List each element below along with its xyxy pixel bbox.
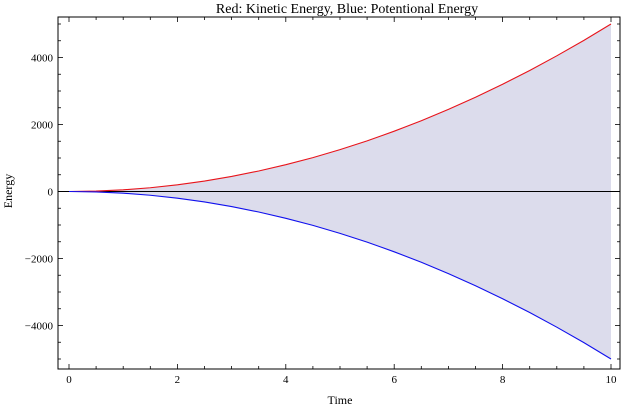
- x-tick-label: 4: [283, 374, 289, 386]
- x-tick-label: 10: [606, 374, 618, 386]
- x-tick-label: 2: [175, 374, 181, 386]
- x-tick-label: 8: [500, 374, 506, 386]
- plot-area: [58, 23, 620, 360]
- axes-frame: 0 2 4 6 8 10 −4000 −2000 0 2000 4000: [25, 16, 621, 386]
- y-tick-label: −4000: [25, 321, 54, 333]
- y-tick-label: −2000: [25, 254, 54, 266]
- x-tick-label: 6: [391, 374, 397, 386]
- x-tick-label: 0: [66, 374, 72, 386]
- chart-title: Red: Kinetic Energy, Blue: Potentional E…: [216, 2, 478, 17]
- y-axis-title: Energy: [1, 174, 15, 208]
- x-axis-title: Time: [328, 393, 353, 407]
- plot-frame: [57, 16, 621, 370]
- potential-energy-line: [68, 190, 612, 360]
- y-tick-label: 4000: [31, 53, 54, 65]
- y-tick-label: 0: [48, 187, 54, 199]
- y-tick-label: 2000: [31, 120, 54, 132]
- kinetic-energy-line: [68, 23, 612, 193]
